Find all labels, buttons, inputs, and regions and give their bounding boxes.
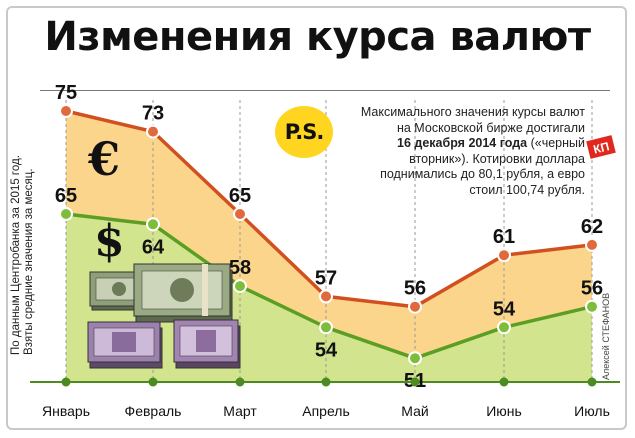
axis-tick-dot xyxy=(61,377,71,387)
euro-sign-icon: € xyxy=(88,132,121,186)
x-tick-label: Май xyxy=(401,403,428,419)
ps-note: Максимального значения курсы валют на Мо… xyxy=(340,105,585,198)
euro-point xyxy=(319,289,333,304)
ps-note-line: вторник»). Котировки доллара xyxy=(409,151,585,166)
dollar-data-label: 54 xyxy=(315,339,338,361)
dollar-data-label: 58 xyxy=(229,257,251,279)
axis-tick-dot xyxy=(148,377,158,387)
euro-data-label: 61 xyxy=(493,226,515,248)
euro-data-label: 57 xyxy=(315,267,337,289)
axis-tick-dot xyxy=(587,377,597,387)
dollar-point xyxy=(146,217,160,232)
dollar-point xyxy=(408,351,422,366)
ps-note-line: 16 декабря 2014 года («черный xyxy=(340,136,585,152)
x-tick-label: Июнь xyxy=(486,403,522,419)
dollar-data-label: 64 xyxy=(142,236,165,258)
ps-note-line: на Московской бирже достигали xyxy=(396,120,585,135)
x-tick-label: Март xyxy=(223,403,257,419)
ps-badge: P.S. xyxy=(275,106,333,158)
dollar-point xyxy=(233,279,247,294)
euro-point xyxy=(497,248,511,263)
dollar-point xyxy=(497,320,511,335)
svg-text:КП: КП xyxy=(592,139,611,156)
ps-note-line: стоил 100,74 рубля. xyxy=(469,182,585,197)
kp-logo-icon: КП xyxy=(586,135,616,159)
ps-note-tail: («черный xyxy=(527,136,585,150)
dollar-point xyxy=(319,320,333,335)
euro-point xyxy=(408,299,422,314)
x-tick-label: Январь xyxy=(42,403,90,419)
title-divider xyxy=(40,90,610,91)
x-tick-label: Июль xyxy=(574,403,610,419)
x-tick-label: Февраль xyxy=(125,403,182,419)
euro-area-fill xyxy=(66,111,592,359)
x-tick-label: Апрель xyxy=(302,403,350,419)
euro-data-label: 56 xyxy=(404,278,426,300)
dollar-data-label: 54 xyxy=(493,298,516,320)
euro-point xyxy=(59,104,73,118)
axis-tick-dot xyxy=(499,377,509,387)
axis-tick-dot xyxy=(235,377,245,387)
euro-point xyxy=(585,237,599,252)
euro-point xyxy=(233,207,247,221)
chart-title: Изменения курса валют xyxy=(44,14,591,60)
euro-data-label: 65 xyxy=(229,185,251,207)
dollar-data-label: 56 xyxy=(581,278,603,300)
ps-note-date: 16 декабря 2014 года xyxy=(397,136,528,150)
banknote-bundle xyxy=(173,319,241,369)
ps-note-line: Максимального значения курсы валют xyxy=(360,105,585,119)
euro-data-label: 73 xyxy=(142,103,164,125)
banknote-bundle xyxy=(133,263,233,323)
euro-data-label: 62 xyxy=(581,216,603,238)
dollar-sign-icon: $ xyxy=(94,216,125,267)
banknote-bundle xyxy=(87,321,163,369)
dollar-point xyxy=(585,299,599,314)
money-stack-icon xyxy=(87,263,241,369)
euro-data-label: 75 xyxy=(55,82,77,104)
axis-tick-dot xyxy=(410,377,420,387)
chart-frame xyxy=(6,6,627,430)
dollar-data-label: 65 xyxy=(55,185,77,207)
ps-note-line: поднимались до 80,1 рубля, а евро xyxy=(380,167,585,181)
dollar-point xyxy=(59,207,73,221)
euro-point xyxy=(146,124,160,139)
axis-tick-dot xyxy=(321,377,331,387)
